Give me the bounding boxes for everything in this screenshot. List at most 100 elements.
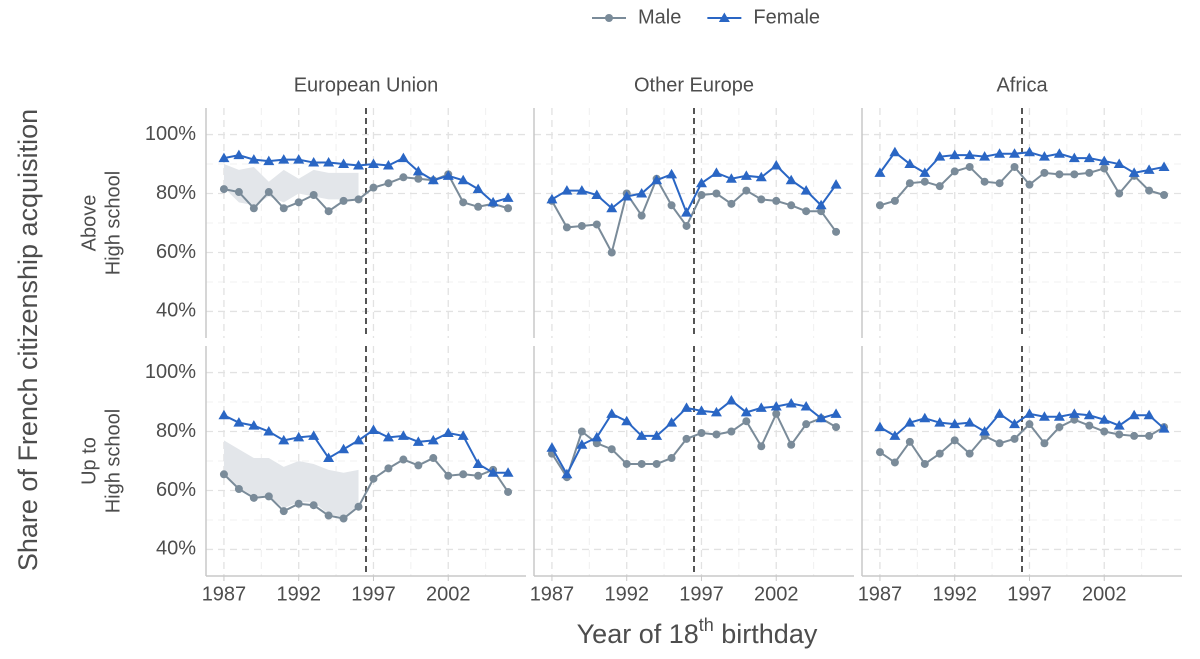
point	[504, 204, 513, 213]
point	[293, 154, 305, 164]
point	[651, 174, 663, 185]
point	[934, 417, 946, 427]
x-tick-label: 1987	[858, 583, 903, 605]
point	[1158, 161, 1170, 171]
point	[727, 199, 736, 208]
legend-marker	[718, 12, 730, 22]
point	[1083, 152, 1095, 163]
point	[682, 434, 691, 443]
point	[802, 207, 811, 216]
point	[459, 198, 468, 207]
point	[577, 221, 586, 230]
point	[1025, 180, 1034, 189]
strip-label: European Union	[294, 74, 439, 96]
point	[695, 405, 707, 415]
point	[339, 196, 348, 205]
point	[712, 430, 721, 439]
point	[384, 179, 393, 188]
point	[994, 408, 1006, 418]
point	[830, 179, 842, 189]
point	[1068, 408, 1080, 418]
point	[757, 442, 766, 451]
point	[263, 426, 275, 436]
point	[979, 151, 991, 161]
point	[995, 179, 1004, 188]
x-axis-title: Year of 18th birthday	[577, 615, 818, 649]
point	[354, 195, 363, 204]
point	[414, 174, 423, 183]
point	[979, 426, 991, 436]
point	[502, 192, 514, 202]
point	[323, 452, 335, 463]
point	[1113, 158, 1125, 169]
point	[787, 440, 796, 449]
point	[382, 160, 394, 170]
point	[399, 173, 408, 182]
point	[1040, 439, 1049, 448]
point	[249, 493, 258, 502]
point	[278, 154, 290, 164]
point	[636, 188, 648, 198]
y-tick-label: 100%	[145, 361, 196, 383]
point	[770, 160, 782, 170]
point	[1100, 427, 1109, 436]
point	[950, 167, 959, 176]
point	[1070, 170, 1079, 179]
point	[725, 173, 737, 183]
point	[800, 185, 812, 195]
point	[832, 227, 841, 236]
strip-label: Other Europe	[634, 74, 754, 96]
x-axis-title-part: Year of 18	[577, 619, 699, 649]
point	[1098, 155, 1110, 166]
legend-label: Male	[638, 6, 681, 28]
point	[637, 459, 646, 468]
point	[278, 434, 290, 445]
point	[324, 511, 333, 520]
point	[577, 427, 586, 436]
point	[874, 167, 886, 177]
point	[1023, 146, 1035, 157]
point	[369, 183, 378, 192]
point	[832, 423, 841, 432]
y-tick-label: 60%	[156, 241, 196, 263]
row-label: High school	[102, 409, 124, 514]
x-axis-title-part: birthday	[714, 619, 818, 649]
point	[637, 211, 646, 220]
point	[294, 198, 303, 207]
x-tick-label: 1997	[679, 583, 724, 605]
point	[815, 199, 827, 210]
y-axis-title: Share of French citizenship acquisition	[13, 109, 43, 571]
point	[279, 507, 288, 516]
point	[233, 417, 245, 427]
point	[950, 436, 959, 445]
point	[740, 170, 752, 180]
point	[1145, 186, 1154, 195]
point	[442, 427, 454, 437]
legend-label: Female	[753, 6, 820, 28]
point	[429, 454, 438, 463]
point	[562, 223, 571, 232]
point	[546, 442, 558, 452]
point	[964, 149, 976, 160]
point	[652, 459, 661, 468]
point	[1023, 408, 1035, 418]
point	[474, 202, 483, 211]
point	[772, 409, 781, 418]
point	[1160, 190, 1169, 199]
point	[1010, 434, 1019, 443]
point	[935, 449, 944, 458]
point	[710, 167, 722, 177]
point	[964, 417, 976, 427]
point	[323, 157, 335, 167]
point	[412, 436, 424, 446]
point	[681, 402, 693, 412]
point	[905, 437, 914, 446]
point	[919, 412, 931, 423]
point	[1083, 409, 1095, 420]
x-tick-label: 1987	[530, 583, 575, 605]
y-tick-label: 40%	[156, 538, 196, 560]
point	[785, 174, 797, 185]
point	[755, 171, 767, 182]
point	[576, 439, 588, 449]
point	[338, 443, 350, 454]
